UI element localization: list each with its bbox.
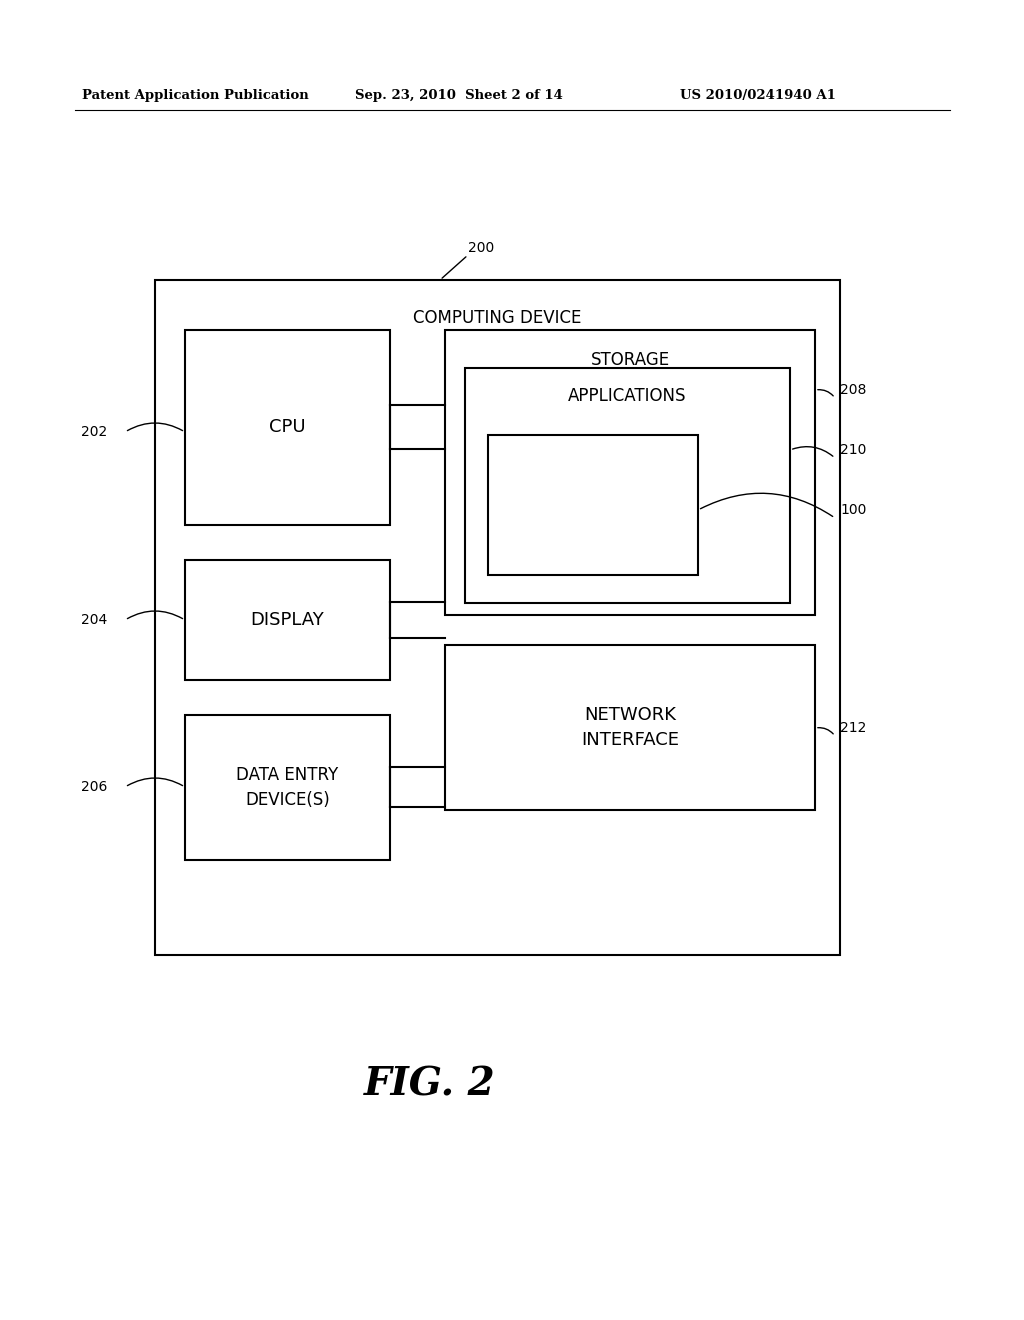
Bar <box>185 715 390 861</box>
Text: CPU: CPU <box>269 418 306 437</box>
Text: 204: 204 <box>81 612 106 627</box>
Bar <box>185 560 390 680</box>
Text: 206: 206 <box>81 780 106 795</box>
Text: 208: 208 <box>840 383 866 397</box>
Text: TRAIL
GENERATOR: TRAIL GENERATOR <box>544 487 642 523</box>
Text: DATA ENTRY
DEVICE(S): DATA ENTRY DEVICE(S) <box>237 766 339 809</box>
Text: DISPLAY: DISPLAY <box>251 611 325 630</box>
Text: COMPUTING DEVICE: COMPUTING DEVICE <box>414 309 582 327</box>
Text: Patent Application Publication: Patent Application Publication <box>82 88 309 102</box>
Text: Sep. 23, 2010  Sheet 2 of 14: Sep. 23, 2010 Sheet 2 of 14 <box>355 88 563 102</box>
Text: 202: 202 <box>81 425 106 440</box>
Text: FIG. 2: FIG. 2 <box>365 1067 496 1104</box>
Text: 100: 100 <box>840 503 866 517</box>
Bar <box>445 645 815 810</box>
Text: APPLICATIONS: APPLICATIONS <box>568 387 687 405</box>
Bar <box>465 368 790 603</box>
Text: 200: 200 <box>468 242 495 255</box>
Text: US 2010/0241940 A1: US 2010/0241940 A1 <box>680 88 836 102</box>
Bar <box>488 436 698 576</box>
Text: NETWORK
INTERFACE: NETWORK INTERFACE <box>581 706 679 748</box>
Text: 212: 212 <box>840 721 866 735</box>
Bar <box>155 280 840 954</box>
Bar <box>445 330 815 615</box>
Text: 210: 210 <box>840 444 866 457</box>
Text: STORAGE: STORAGE <box>591 351 670 370</box>
Bar <box>185 330 390 525</box>
